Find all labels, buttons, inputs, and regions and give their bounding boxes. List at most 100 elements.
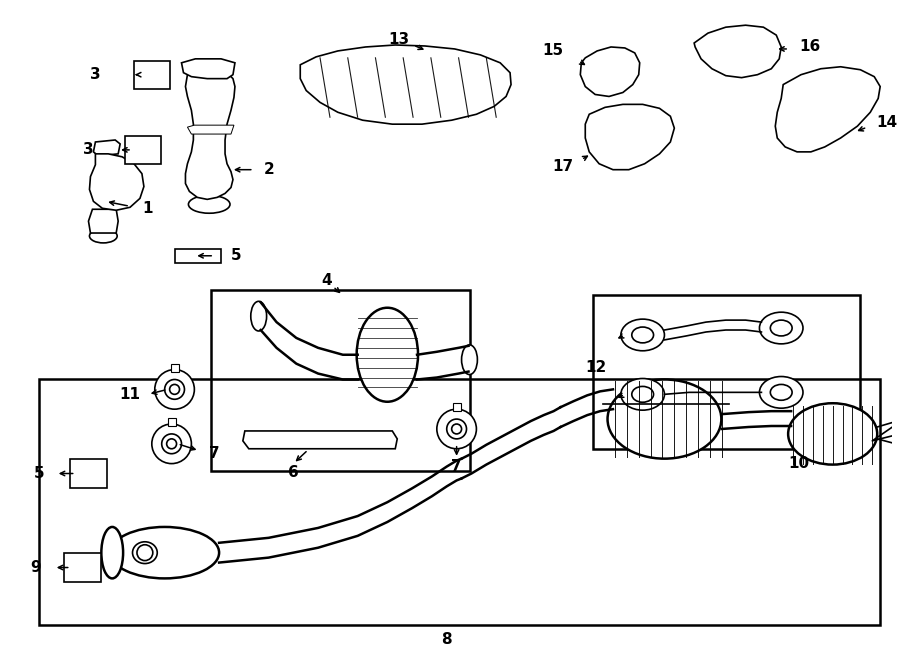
Ellipse shape: [110, 527, 219, 578]
Text: 3: 3: [83, 142, 94, 157]
Ellipse shape: [760, 312, 803, 344]
Polygon shape: [301, 45, 511, 124]
Polygon shape: [243, 431, 397, 449]
Ellipse shape: [608, 379, 721, 459]
Text: 8: 8: [441, 633, 452, 647]
Text: 6: 6: [288, 465, 299, 480]
Circle shape: [376, 434, 388, 446]
Bar: [171, 364, 178, 371]
Text: 7: 7: [209, 446, 220, 461]
Text: 9: 9: [31, 560, 41, 575]
Polygon shape: [125, 136, 161, 164]
Circle shape: [317, 434, 329, 446]
Circle shape: [97, 164, 133, 200]
Circle shape: [137, 545, 153, 561]
Circle shape: [646, 130, 662, 146]
Circle shape: [99, 461, 105, 467]
Ellipse shape: [133, 141, 153, 158]
Polygon shape: [580, 47, 640, 97]
Text: 13: 13: [389, 32, 410, 46]
Polygon shape: [64, 553, 102, 582]
Ellipse shape: [621, 319, 664, 351]
Text: 15: 15: [543, 44, 563, 58]
Circle shape: [66, 574, 72, 580]
Circle shape: [277, 434, 290, 446]
Text: 16: 16: [799, 40, 820, 54]
Circle shape: [609, 132, 625, 148]
Circle shape: [72, 481, 77, 486]
Circle shape: [94, 216, 104, 226]
Text: 12: 12: [586, 360, 607, 375]
Bar: [212, 290, 471, 471]
Circle shape: [165, 379, 184, 399]
Circle shape: [104, 216, 113, 226]
Ellipse shape: [89, 229, 117, 243]
Circle shape: [337, 434, 348, 446]
Text: 3: 3: [90, 67, 101, 82]
Polygon shape: [187, 125, 234, 134]
Ellipse shape: [251, 301, 266, 331]
Ellipse shape: [632, 327, 653, 343]
Polygon shape: [94, 140, 120, 156]
Polygon shape: [185, 69, 235, 200]
Ellipse shape: [78, 465, 99, 483]
Text: 14: 14: [877, 114, 897, 130]
Ellipse shape: [632, 387, 653, 403]
Circle shape: [136, 81, 142, 87]
Ellipse shape: [760, 377, 803, 408]
Bar: [167, 418, 176, 426]
Polygon shape: [175, 249, 221, 262]
Circle shape: [155, 369, 194, 409]
Circle shape: [127, 138, 133, 144]
Ellipse shape: [132, 542, 157, 564]
Bar: [453, 403, 461, 411]
Circle shape: [446, 419, 466, 439]
Circle shape: [136, 63, 142, 69]
Circle shape: [162, 63, 167, 69]
Ellipse shape: [102, 527, 123, 578]
Circle shape: [729, 43, 749, 63]
Circle shape: [257, 434, 270, 446]
Text: 5: 5: [33, 466, 44, 481]
Ellipse shape: [72, 559, 93, 576]
Polygon shape: [694, 25, 781, 77]
Ellipse shape: [770, 320, 792, 336]
Polygon shape: [182, 59, 235, 79]
Circle shape: [297, 434, 310, 446]
Bar: [834, 114, 850, 128]
Text: 7: 7: [451, 459, 462, 474]
Circle shape: [629, 134, 644, 150]
Ellipse shape: [142, 66, 162, 83]
Text: 1: 1: [142, 201, 152, 215]
Circle shape: [127, 156, 133, 162]
Polygon shape: [134, 61, 169, 89]
Ellipse shape: [770, 385, 792, 401]
Circle shape: [153, 138, 158, 144]
Circle shape: [99, 481, 105, 486]
Circle shape: [162, 81, 167, 87]
Text: 5: 5: [231, 249, 241, 263]
Text: 4: 4: [321, 273, 332, 288]
Ellipse shape: [621, 379, 664, 410]
Circle shape: [94, 555, 99, 561]
Ellipse shape: [462, 345, 477, 375]
Polygon shape: [69, 459, 107, 488]
Circle shape: [152, 424, 192, 463]
Circle shape: [162, 434, 182, 453]
Polygon shape: [88, 210, 118, 233]
Text: 10: 10: [788, 456, 809, 471]
Circle shape: [72, 461, 77, 467]
Polygon shape: [89, 154, 144, 210]
Text: 11: 11: [119, 387, 140, 402]
Circle shape: [452, 424, 462, 434]
Text: 17: 17: [553, 159, 573, 175]
Ellipse shape: [188, 196, 230, 214]
Circle shape: [356, 434, 368, 446]
Bar: [807, 112, 829, 128]
Ellipse shape: [183, 251, 214, 260]
Polygon shape: [585, 104, 674, 170]
Bar: [593, 295, 860, 449]
Circle shape: [436, 409, 476, 449]
Ellipse shape: [356, 308, 418, 402]
Text: 2: 2: [264, 162, 274, 177]
